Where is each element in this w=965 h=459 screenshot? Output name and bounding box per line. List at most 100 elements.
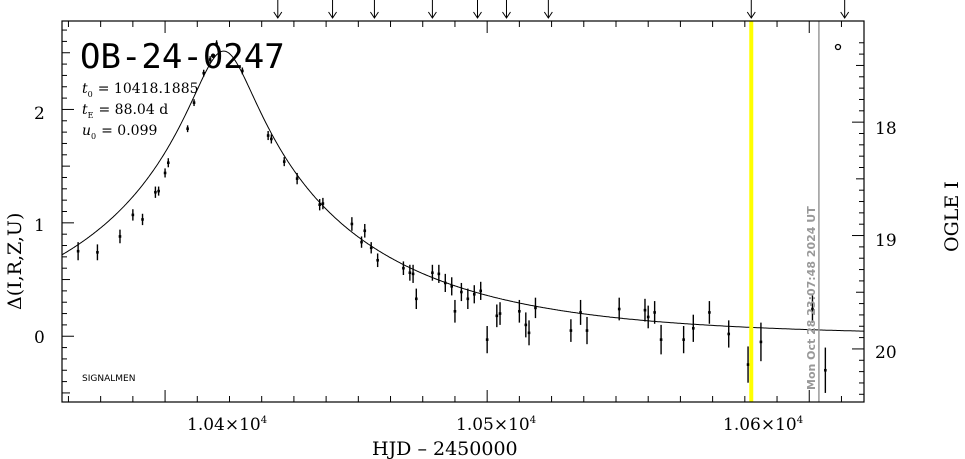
data-point bbox=[360, 236, 363, 248]
data-point bbox=[617, 297, 621, 321]
data-point bbox=[431, 264, 434, 281]
data-point bbox=[76, 242, 80, 261]
model-curve-layer bbox=[61, 50, 865, 332]
data-point bbox=[682, 326, 685, 354]
data-point bbox=[579, 299, 582, 325]
data-point bbox=[376, 253, 379, 268]
data-point bbox=[811, 295, 814, 323]
data-point bbox=[157, 186, 160, 196]
data-point bbox=[824, 347, 827, 393]
ticks-layer bbox=[62, 21, 864, 402]
marker-layer bbox=[273, 0, 850, 402]
data-point bbox=[369, 242, 373, 254]
data-point bbox=[569, 319, 573, 342]
y-left-axis-label: Δ(I,R,Z,U) bbox=[4, 213, 26, 310]
data-point bbox=[527, 320, 531, 346]
data-point bbox=[534, 297, 537, 319]
param-tE: tE = 88.04 d bbox=[82, 102, 168, 120]
observation-arrow-icon bbox=[840, 0, 850, 19]
event-parameters: t0 = 10418.1885 tE = 88.04 d u0 = 0.099 bbox=[82, 81, 199, 141]
data-point bbox=[472, 285, 476, 304]
data-point bbox=[295, 172, 299, 185]
data-point bbox=[453, 299, 457, 323]
data-point bbox=[708, 301, 711, 324]
data-point bbox=[479, 281, 483, 300]
x-tick-label: 1.06×104 bbox=[723, 415, 803, 435]
y-left-tick-label: 1 bbox=[34, 216, 45, 236]
data-point bbox=[460, 282, 463, 302]
chart-title: OB-24-0247 bbox=[80, 37, 285, 77]
x-tick-labels: 1.04×104 1.05×104 1.06×104 bbox=[187, 415, 803, 435]
data-point bbox=[202, 69, 206, 77]
observation-arrow-icon bbox=[273, 0, 283, 19]
data-point bbox=[163, 168, 167, 178]
data-point bbox=[321, 197, 325, 210]
date-label: Mon Oct 28 23:07:48 2024 UT bbox=[805, 206, 818, 390]
y-right-axis-label: OGLE I bbox=[941, 181, 963, 252]
data-point bbox=[498, 302, 502, 325]
y-right-tick-label: 18 bbox=[875, 119, 897, 139]
data-point bbox=[192, 99, 196, 107]
data-point bbox=[437, 264, 441, 283]
data-points-layer bbox=[76, 40, 827, 393]
y-left-tick-label: 2 bbox=[34, 104, 45, 124]
data-point bbox=[746, 346, 750, 383]
observation-arrow-icon bbox=[427, 0, 437, 19]
legend-circle-icon bbox=[834, 43, 842, 51]
data-point bbox=[653, 301, 656, 324]
data-point bbox=[208, 56, 212, 63]
param-t0: t0 = 10418.1885 bbox=[82, 81, 199, 99]
observation-arrow-icon bbox=[473, 0, 482, 19]
data-point bbox=[270, 134, 273, 144]
data-point bbox=[408, 264, 412, 281]
data-point bbox=[241, 67, 244, 75]
data-point bbox=[585, 316, 589, 345]
observation-arrow-icon bbox=[328, 0, 337, 19]
data-point bbox=[495, 304, 499, 328]
y-right-tick-label: 19 bbox=[875, 231, 897, 251]
data-point bbox=[363, 223, 367, 238]
observation-arrow-icon bbox=[746, 0, 756, 19]
credit-label: SIGNALMEN bbox=[82, 374, 135, 384]
y-right-tick-labels: 18 19 20 bbox=[875, 119, 897, 363]
data-point bbox=[659, 324, 663, 355]
observation-arrow-icon bbox=[502, 0, 511, 19]
data-point bbox=[643, 298, 647, 322]
observation-arrow-icon bbox=[370, 0, 379, 19]
data-point bbox=[131, 209, 135, 221]
data-point bbox=[443, 273, 447, 293]
data-point bbox=[318, 199, 321, 211]
data-point bbox=[96, 244, 99, 261]
data-point bbox=[518, 299, 521, 323]
data-point bbox=[186, 125, 189, 133]
y-left-tick-labels: 0 1 2 bbox=[34, 104, 45, 348]
data-point bbox=[118, 229, 122, 244]
data-point bbox=[266, 130, 270, 141]
data-point bbox=[524, 312, 528, 338]
model-curve bbox=[61, 50, 865, 332]
param-u0: u0 = 0.099 bbox=[82, 123, 157, 141]
data-point bbox=[166, 158, 170, 168]
observation-arrow-icon bbox=[543, 0, 553, 19]
y-right-tick-label: 20 bbox=[875, 343, 897, 363]
data-point bbox=[141, 213, 144, 226]
data-point bbox=[154, 186, 157, 198]
data-point bbox=[466, 288, 470, 310]
data-point bbox=[282, 157, 286, 167]
x-tick-label: 1.04×104 bbox=[187, 415, 267, 435]
data-point bbox=[691, 314, 695, 342]
x-axis-label: HJD – 2450000 bbox=[372, 438, 518, 459]
data-point bbox=[759, 322, 763, 362]
data-point bbox=[727, 320, 731, 348]
data-point bbox=[450, 277, 454, 296]
data-point bbox=[646, 305, 650, 329]
data-point bbox=[414, 288, 418, 310]
data-point bbox=[402, 261, 405, 275]
data-point bbox=[215, 40, 218, 48]
data-point bbox=[411, 264, 415, 283]
y-left-tick-label: 0 bbox=[34, 328, 45, 348]
plot-frame bbox=[61, 20, 865, 403]
data-point bbox=[485, 326, 489, 354]
data-point bbox=[350, 217, 354, 231]
